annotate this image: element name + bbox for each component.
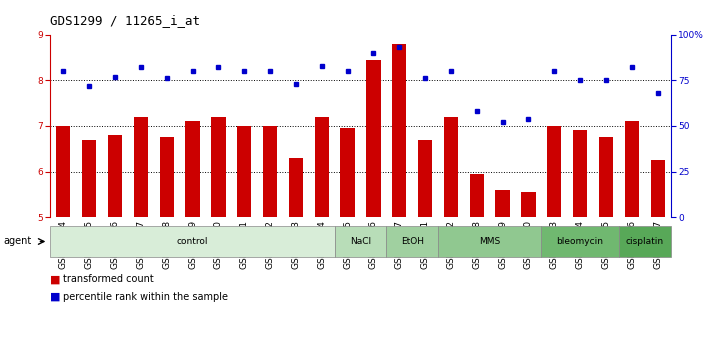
Bar	[444, 117, 458, 217]
Text: control: control	[177, 237, 208, 246]
Text: percentile rank within the sample: percentile rank within the sample	[63, 292, 229, 302]
Text: MMS: MMS	[479, 237, 500, 246]
Text: ■: ■	[50, 292, 61, 302]
Bar	[340, 128, 355, 217]
Bar	[263, 126, 277, 217]
Bar	[211, 117, 226, 217]
Bar	[108, 135, 122, 217]
Text: cisplatin: cisplatin	[626, 237, 664, 246]
Text: ■: ■	[50, 275, 61, 284]
Bar	[495, 190, 510, 217]
Bar	[366, 60, 381, 217]
Text: transformed count: transformed count	[63, 275, 154, 284]
Bar	[392, 43, 407, 217]
Bar	[650, 160, 665, 217]
Bar	[573, 130, 587, 217]
Bar	[314, 117, 329, 217]
Bar	[469, 174, 484, 217]
Bar	[237, 126, 252, 217]
Bar	[56, 126, 71, 217]
Text: bleomycin: bleomycin	[557, 237, 603, 246]
Text: agent: agent	[4, 237, 32, 246]
Bar	[289, 158, 303, 217]
Bar	[185, 121, 200, 217]
Bar	[521, 192, 536, 217]
Bar	[418, 140, 432, 217]
Text: EtOH: EtOH	[401, 237, 424, 246]
Bar	[82, 140, 97, 217]
Bar	[547, 126, 562, 217]
Bar	[624, 121, 639, 217]
Bar	[134, 117, 148, 217]
Bar	[599, 137, 613, 217]
Text: NaCl: NaCl	[350, 237, 371, 246]
Text: GDS1299 / 11265_i_at: GDS1299 / 11265_i_at	[50, 14, 200, 27]
Bar	[159, 137, 174, 217]
